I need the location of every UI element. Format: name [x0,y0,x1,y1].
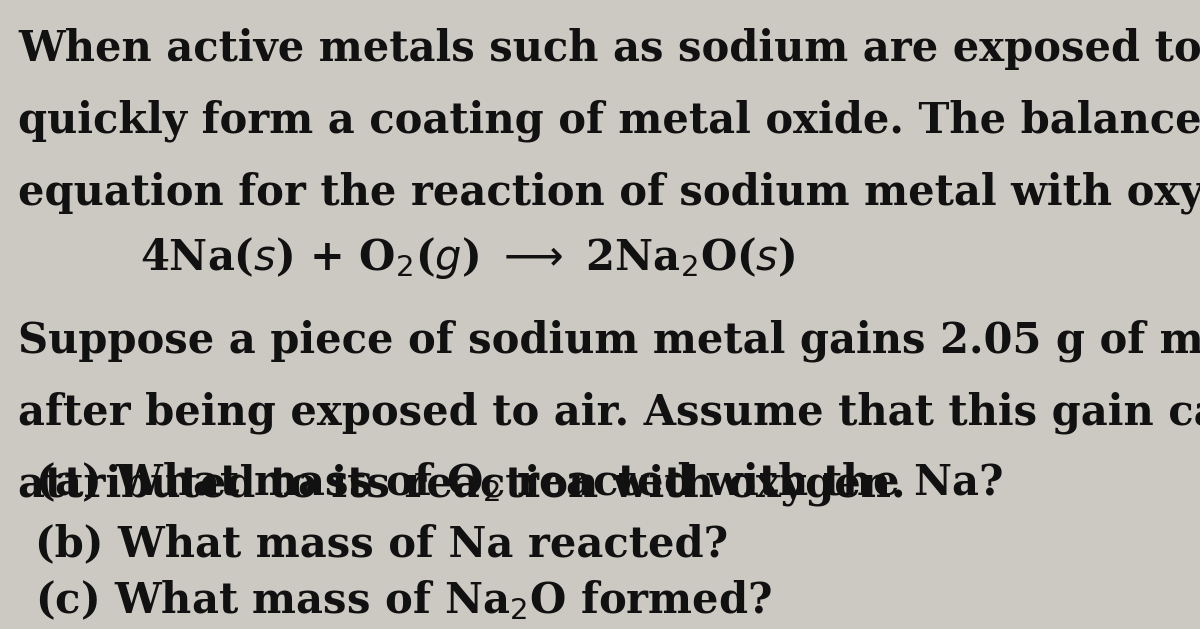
Text: Suppose a piece of sodium metal gains 2.05 g of mass: Suppose a piece of sodium metal gains 2.… [18,320,1200,362]
Text: attributed to its reaction with oxygen.: attributed to its reaction with oxygen. [18,464,906,506]
Text: (c) What mass of Na$_2$O formed?: (c) What mass of Na$_2$O formed? [35,578,772,622]
Text: (a) What mass of O$_2$ reacted with the Na?: (a) What mass of O$_2$ reacted with the … [35,460,1003,504]
Text: When active metals such as sodium are exposed to air, they: When active metals such as sodium are ex… [18,28,1200,70]
Text: 4Na($\it{s}$) + O$_2$($\it{g}$) $\longrightarrow$ 2Na$_2$O($\it{s}$): 4Na($\it{s}$) + O$_2$($\it{g}$) $\longri… [140,235,796,281]
Text: equation for the reaction of sodium metal with oxygen gas is: equation for the reaction of sodium meta… [18,172,1200,214]
Text: quickly form a coating of metal oxide. The balanced: quickly form a coating of metal oxide. T… [18,100,1200,143]
Text: (b) What mass of Na reacted?: (b) What mass of Na reacted? [35,523,728,565]
Text: after being exposed to air. Assume that this gain can be: after being exposed to air. Assume that … [18,392,1200,435]
